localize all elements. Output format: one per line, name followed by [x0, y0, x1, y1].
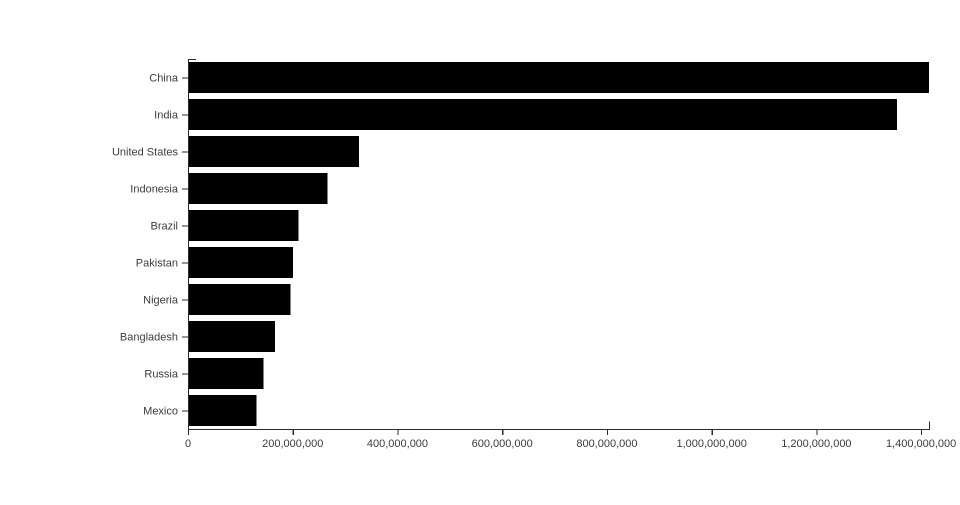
x-axis-tick-label: 600,000,000 — [472, 438, 533, 450]
x-axis-tick-label: 1,000,000,000 — [676, 438, 746, 450]
bar-brazil — [188, 210, 299, 241]
x-axis-tick-label: 1,400,000,000 — [886, 438, 956, 450]
bar-nigeria — [188, 284, 291, 315]
y-axis-label-russia: Russia — [144, 369, 179, 381]
y-axis-label-india: India — [154, 110, 179, 122]
x-axis-tick-label: 200,000,000 — [262, 438, 323, 450]
bar-united-states — [188, 136, 360, 167]
y-axis-label-china: China — [149, 73, 179, 85]
y-axis-label-mexico: Mexico — [143, 406, 178, 418]
y-axis-label-bangladesh: Bangladesh — [120, 332, 178, 344]
y-axis-label-nigeria: Nigeria — [143, 295, 179, 307]
y-axis-label-indonesia: Indonesia — [130, 184, 179, 196]
bar-russia — [188, 358, 264, 389]
bar-mexico — [188, 395, 257, 426]
y-axis-label-brazil: Brazil — [150, 221, 178, 233]
bar-pakistan — [188, 247, 294, 278]
x-axis-tick-label: 800,000,000 — [576, 438, 637, 450]
x-axis-tick-label: 400,000,000 — [367, 438, 428, 450]
bar-indonesia — [188, 173, 328, 204]
y-axis-line — [187, 58, 196, 430]
bar-china — [188, 62, 929, 93]
y-axis-label-pakistan: Pakistan — [136, 258, 178, 270]
x-axis: 0 200,000,000 400,000,000 600,000,000 800,00… — [185, 421, 956, 450]
bar-india — [188, 99, 898, 130]
x-axis-tick-label: 0 — [185, 438, 191, 450]
x-axis-tick-label: 1,200,000,000 — [781, 438, 851, 450]
y-axis: China India United States Indonesia Brazil Pa… — [112, 58, 196, 430]
bar-bangladesh — [188, 321, 276, 352]
bars-group — [188, 62, 929, 426]
x-axis-line — [188, 421, 931, 431]
y-axis-label-united-states: United States — [112, 147, 179, 159]
